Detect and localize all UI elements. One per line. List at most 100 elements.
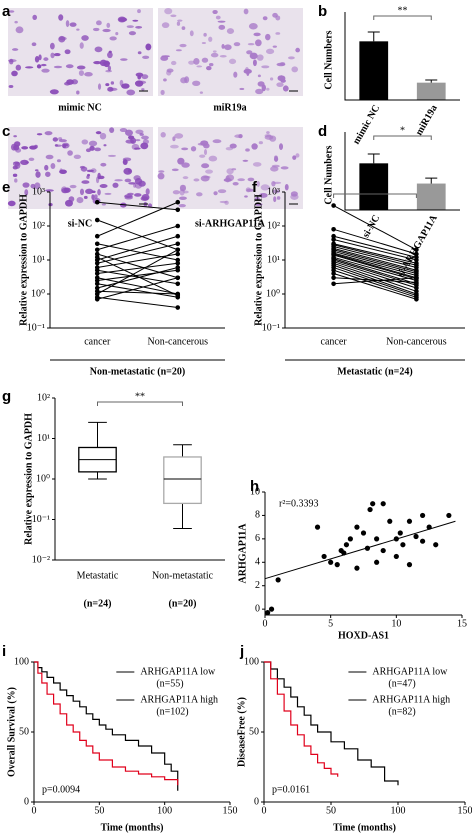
cell <box>69 184 77 189</box>
x-axis-label: Time (months) <box>101 822 164 833</box>
cell <box>218 24 226 30</box>
pair-line <box>333 273 417 300</box>
cell <box>176 21 181 26</box>
cell <box>25 161 29 164</box>
cell <box>109 127 115 133</box>
cell <box>86 173 91 177</box>
pair-line <box>333 277 417 285</box>
image-caption: si-NC <box>68 218 92 229</box>
cell <box>96 20 102 26</box>
significance-bracket <box>333 193 417 198</box>
cell <box>20 159 29 166</box>
cell <box>233 42 241 47</box>
cell <box>88 140 98 147</box>
cell <box>231 168 237 171</box>
cell <box>118 17 128 22</box>
cell <box>179 43 187 48</box>
cell <box>49 89 59 95</box>
legend-n: (n=102) <box>156 706 188 717</box>
legend-n: (n=82) <box>388 706 415 717</box>
cell <box>228 58 237 65</box>
cell <box>128 31 137 36</box>
point <box>314 524 321 530</box>
cell <box>217 189 227 194</box>
cell <box>131 143 140 150</box>
cell <box>58 139 67 143</box>
cell <box>24 189 29 196</box>
pair-line <box>333 205 417 251</box>
cell <box>215 15 221 20</box>
point <box>380 547 386 554</box>
x-tick-label: cancer <box>84 336 111 347</box>
panel-label: h <box>250 478 259 495</box>
cell <box>49 42 55 50</box>
cell <box>79 188 85 196</box>
survival-curve <box>264 661 399 786</box>
cell <box>208 155 218 162</box>
point <box>94 271 100 276</box>
cell <box>192 80 201 86</box>
cell <box>223 178 232 182</box>
cell <box>242 159 249 162</box>
cell <box>130 137 137 144</box>
cell <box>133 175 141 181</box>
n-label: (n=20) <box>169 598 197 609</box>
cell <box>239 87 245 91</box>
cell <box>69 22 77 27</box>
point <box>175 281 181 287</box>
cell <box>288 56 295 60</box>
point <box>94 291 100 297</box>
cell <box>219 200 228 204</box>
pair-line <box>97 256 178 297</box>
cell <box>203 32 207 37</box>
cell <box>67 150 73 156</box>
y-tick-label: 10² <box>32 220 45 231</box>
point <box>94 267 100 273</box>
cell <box>160 89 165 96</box>
cell <box>265 48 275 55</box>
pair-line <box>97 201 178 211</box>
y-axis-label: Cell Numbers <box>323 30 334 89</box>
y-tick-label: 10¹ <box>32 254 45 265</box>
cell <box>13 161 20 164</box>
cell <box>269 77 274 81</box>
pair-line <box>333 250 417 275</box>
cell <box>135 26 143 29</box>
point <box>331 271 336 276</box>
cell <box>145 188 150 196</box>
cell <box>259 192 268 198</box>
pair-line <box>333 235 417 258</box>
y-tick-label: 0 <box>255 603 260 614</box>
x-tick-label: 50 <box>94 805 104 816</box>
cell <box>178 196 187 201</box>
x-tick-label: 150 <box>458 805 472 816</box>
y-tick-label: 10⁻¹ <box>27 322 45 333</box>
panel-label: f <box>252 179 258 196</box>
point <box>331 237 336 242</box>
cell <box>244 66 249 74</box>
cell <box>94 46 103 53</box>
y-axis-label: Relative expression to GAPDH <box>23 413 34 545</box>
cell <box>276 62 286 67</box>
y-tick-label: 10² <box>37 392 50 403</box>
cell <box>107 51 113 59</box>
cell <box>252 59 257 67</box>
survival-curve <box>34 661 179 786</box>
y-tick-label: 10 <box>250 486 260 497</box>
cell <box>126 25 134 28</box>
y-tick-label: 4 <box>255 557 260 568</box>
pair-line <box>97 277 178 295</box>
panel-label: d <box>318 123 327 140</box>
cell <box>178 204 186 208</box>
cell <box>166 70 172 76</box>
pair-line <box>333 269 417 298</box>
panel-label: j <box>239 643 244 660</box>
pair-line <box>97 253 178 279</box>
cell <box>193 58 200 65</box>
cell <box>56 159 61 163</box>
cell <box>65 20 70 28</box>
cell <box>174 133 184 139</box>
cell <box>141 135 149 140</box>
pair-line <box>97 296 178 309</box>
